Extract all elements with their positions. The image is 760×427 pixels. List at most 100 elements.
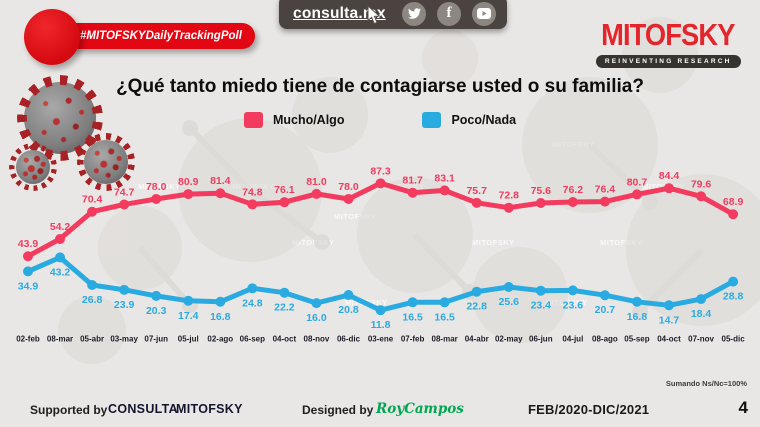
- data-point: [471, 286, 482, 297]
- watermark-text: MITOFSKY: [600, 238, 643, 247]
- data-point: [599, 196, 610, 207]
- twitter-icon[interactable]: [402, 1, 426, 26]
- logo-wordmark: MITOFSKY: [601, 17, 735, 52]
- value-label: 78.0: [146, 181, 167, 193]
- x-axis-label: 07-nov: [688, 335, 714, 344]
- value-label: 81.0: [306, 176, 327, 188]
- x-axis-label: 04-jul: [562, 335, 583, 344]
- methodology-note: Sumando Ns/Nc=100%: [665, 379, 747, 388]
- x-axis-label: 03-may: [110, 335, 138, 344]
- value-label: 18.4: [691, 308, 712, 320]
- series-mucho-algo: 43.9 54.2 70.4 74.7 78.0 80.9 81.4 74.8 76.1 81.0…: [18, 165, 744, 262]
- data-point: [343, 193, 354, 204]
- supported-by-label: Supported by: [30, 403, 108, 417]
- x-axis-label: 08-ago: [592, 335, 618, 344]
- value-label: 87.3: [370, 165, 391, 177]
- value-label: 76.1: [274, 184, 295, 196]
- value-label: 80.7: [627, 176, 648, 188]
- x-axis-label: 04-abr: [465, 335, 489, 344]
- value-label: 76.2: [563, 184, 584, 196]
- badge-circle-decoration: [24, 9, 80, 65]
- x-axis-label: 07-feb: [401, 335, 425, 344]
- x-axis-label: 07-jun: [144, 335, 168, 344]
- mouse-cursor-icon: [367, 4, 381, 30]
- value-label: 70.4: [82, 194, 103, 206]
- value-label: 20.3: [146, 305, 167, 317]
- x-axis-label: 02-ago: [207, 335, 233, 344]
- legend-item-poco-nada: Poco/Nada: [422, 112, 516, 128]
- data-point: [375, 305, 386, 316]
- watermark-text: MITOFSKY: [138, 182, 181, 191]
- data-point: [151, 290, 162, 301]
- facebook-icon[interactable]: f: [437, 1, 461, 26]
- data-point: [55, 252, 66, 263]
- x-axis-label: 02-may: [495, 335, 523, 344]
- value-label: 11.8: [371, 319, 391, 331]
- youtube-icon[interactable]: [472, 1, 496, 26]
- value-label: 80.9: [178, 176, 199, 188]
- data-point: [696, 191, 707, 202]
- value-label: 14.7: [659, 314, 680, 326]
- x-axis-label: 05-dic: [722, 335, 746, 344]
- value-label: 81.4: [210, 175, 231, 187]
- value-label: 24.8: [242, 297, 263, 309]
- data-point: [599, 290, 610, 301]
- x-axis-label: 03-ene: [368, 335, 394, 344]
- x-axis-label: 06-dic: [337, 335, 361, 344]
- data-point: [439, 185, 450, 196]
- value-label: 16.8: [627, 311, 648, 323]
- data-point: [311, 188, 322, 199]
- x-axis-label: 06-jun: [529, 335, 553, 344]
- data-point: [279, 197, 290, 208]
- data-point: [407, 187, 418, 198]
- value-label: 54.2: [50, 221, 71, 233]
- value-label: 22.8: [466, 301, 487, 313]
- value-label: 76.4: [595, 184, 616, 196]
- data-point: [247, 283, 258, 294]
- x-axis-label: 04-oct: [657, 335, 681, 344]
- data-point: [247, 199, 258, 210]
- data-point: [87, 206, 98, 217]
- data-point: [567, 196, 578, 207]
- value-label: 74.8: [242, 186, 263, 198]
- legend-swatch-mucho-algo: [243, 112, 263, 128]
- badge-label: #MITOFSKYDailyTrackingPoll: [50, 23, 255, 49]
- x-axis-label: 05-abr: [80, 335, 104, 344]
- data-point: [343, 290, 354, 301]
- value-label: 22.2: [274, 302, 295, 314]
- legend-swatch-poco-nada: [422, 112, 442, 128]
- legend-label-poco-nada: Poco/Nada: [451, 113, 517, 127]
- x-axis-label: 05-sep: [624, 335, 649, 344]
- legend-label-mucho-algo: Mucho/Algo: [272, 113, 345, 127]
- value-label: 78.0: [338, 181, 359, 193]
- x-axis-label: 02-feb: [16, 335, 40, 344]
- value-label: 17.4: [178, 310, 199, 322]
- site-link[interactable]: consulta.mx: [293, 4, 386, 22]
- value-label: 68.9: [723, 196, 744, 208]
- coronavirus-illustration-medium: [84, 140, 128, 184]
- page-number: 4: [738, 398, 748, 417]
- data-point: [503, 281, 514, 292]
- data-point: [215, 296, 226, 307]
- data-point: [728, 276, 739, 287]
- legend-item-mucho-algo: Mucho/Algo: [243, 112, 345, 128]
- value-label: 23.9: [114, 299, 135, 311]
- data-point: [631, 296, 642, 307]
- watermark-text: MITOFSKY: [334, 212, 377, 221]
- data-point: [631, 189, 642, 200]
- consulta-link-bar[interactable]: consulta.mx f: [279, 0, 507, 29]
- consulta-org-logo: CONSULTA: [108, 402, 178, 416]
- chart-legend: Mucho/Algo Poco/Nada: [0, 112, 760, 128]
- value-label: 43.2: [50, 266, 71, 278]
- watermark-text: MITOFSKY: [472, 238, 515, 247]
- mitofsky-logo: MITOFSKY REINVENTING RESEARCH: [592, 17, 744, 68]
- social-icons: f: [402, 1, 496, 26]
- value-label: 79.6: [691, 178, 712, 190]
- data-point: [407, 297, 418, 308]
- date-range-label: FEB/2020-DIC/2021: [528, 402, 650, 417]
- data-point: [664, 183, 674, 194]
- value-label: 16.5: [434, 311, 455, 323]
- value-label: 72.8: [499, 190, 520, 202]
- value-label: 74.7: [114, 187, 135, 199]
- data-point: [535, 285, 546, 296]
